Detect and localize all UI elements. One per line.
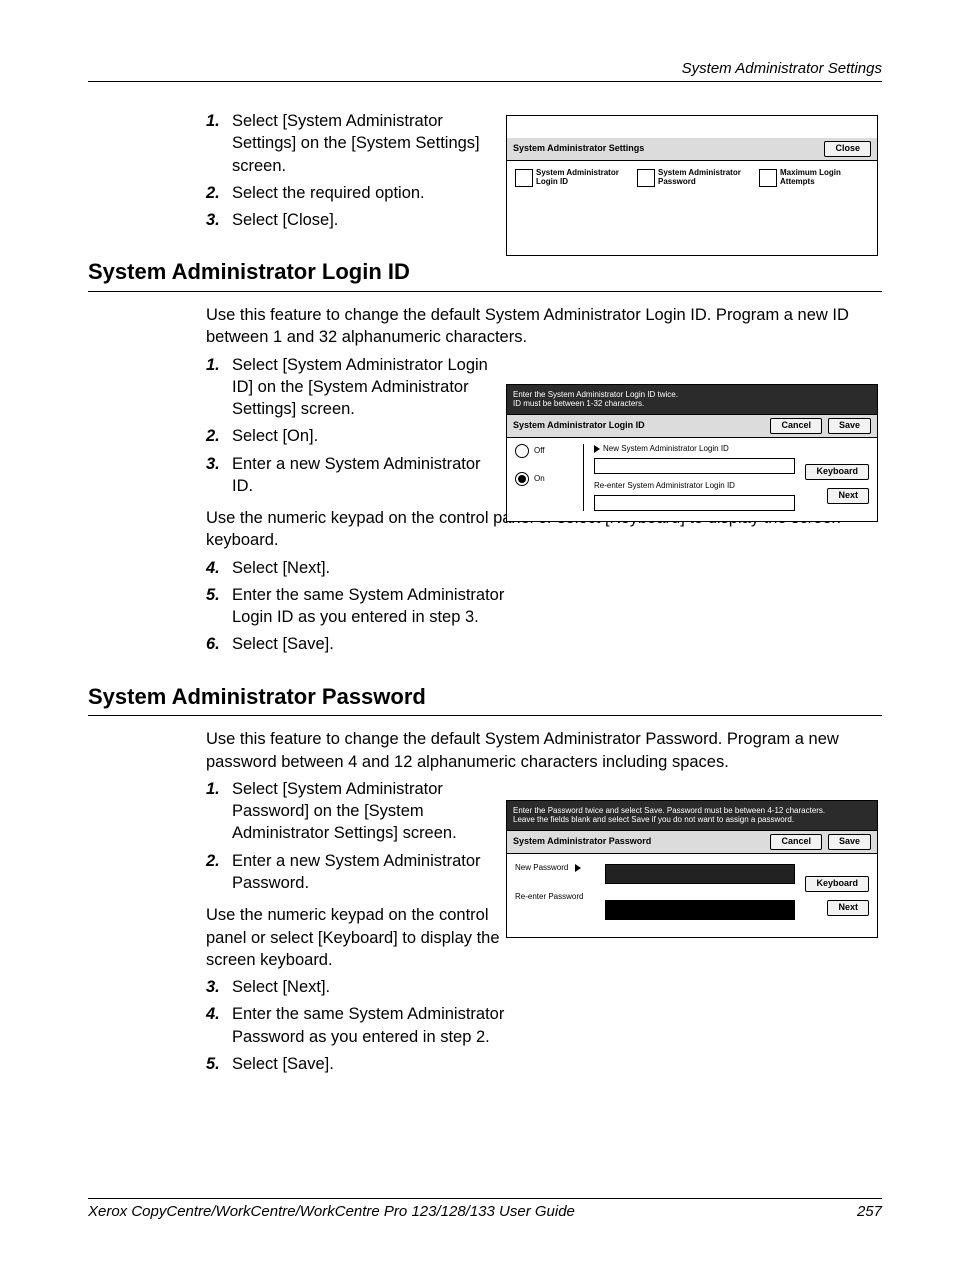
reenter-password-field[interactable] xyxy=(605,900,795,920)
step-num: 2. xyxy=(206,850,232,895)
option-label: System Administrator Login ID xyxy=(536,169,625,187)
footer-rule xyxy=(88,1198,882,1199)
close-button[interactable]: Close xyxy=(824,141,871,157)
radio-icon xyxy=(515,444,529,458)
paragraph: Use this feature to change the default S… xyxy=(206,728,882,773)
option-box-icon xyxy=(759,169,777,187)
shot-title: System Administrator Settings xyxy=(513,144,644,154)
save-button[interactable]: Save xyxy=(828,834,871,850)
new-password-field[interactable] xyxy=(605,864,795,884)
heading-rule xyxy=(88,291,882,292)
step-text: Select [Save]. xyxy=(232,633,506,655)
field-label: Re-enter System Administrator Login ID xyxy=(594,482,795,491)
paragraph: Use the numeric keypad on the control pa… xyxy=(206,904,506,971)
option-login-id[interactable]: System Administrator Login ID xyxy=(515,169,625,187)
step-num: 3. xyxy=(206,976,232,998)
step-text: Enter the same System Administrator Logi… xyxy=(232,584,506,629)
next-button[interactable]: Next xyxy=(827,488,869,504)
next-button[interactable]: Next xyxy=(827,900,869,916)
step-text: Select [Close]. xyxy=(232,209,506,231)
screenshot-login-id: Enter the System Administrator Login ID … xyxy=(506,384,878,522)
option-password[interactable]: System Administrator Password xyxy=(637,169,747,187)
heading-password: System Administrator Password xyxy=(88,682,882,712)
keyboard-button[interactable]: Keyboard xyxy=(805,464,869,480)
heading-login-id: System Administrator Login ID xyxy=(88,257,882,287)
step-num: 3. xyxy=(206,453,232,498)
radio-off[interactable]: Off xyxy=(515,444,573,458)
field-label: New Password xyxy=(515,864,595,873)
steps-block-b2: 4.Select [Next]. 5.Enter the same System… xyxy=(206,557,506,656)
step-num: 2. xyxy=(206,182,232,204)
step-num: 1. xyxy=(206,354,232,421)
step-text: Enter a new System Administrator Passwor… xyxy=(232,850,506,895)
running-header: System Administrator Settings xyxy=(88,60,882,77)
step-num: 1. xyxy=(206,110,232,177)
step-text: Enter a new System Administrator ID. xyxy=(232,453,506,498)
steps-block-a: 1.Select [System Administrator Settings]… xyxy=(206,110,506,231)
option-label: Maximum Login Attempts xyxy=(780,169,869,187)
steps-block-b: 1.Select [System Administrator Login ID]… xyxy=(206,354,506,498)
page-number: 257 xyxy=(857,1203,882,1220)
radio-icon xyxy=(515,472,529,486)
step-num: 4. xyxy=(206,1003,232,1048)
step-text: Select the required option. xyxy=(232,182,506,204)
footer-title: Xerox CopyCentre/WorkCentre/WorkCentre P… xyxy=(88,1203,575,1220)
step-num: 5. xyxy=(206,584,232,629)
header-rule xyxy=(88,81,882,82)
step-text: Select [Next]. xyxy=(232,557,506,579)
option-box-icon xyxy=(515,169,533,187)
reenter-login-id-field[interactable] xyxy=(594,495,795,511)
field-label: New System Administrator Login ID xyxy=(603,444,729,453)
cancel-button[interactable]: Cancel xyxy=(770,418,822,434)
radio-on[interactable]: On xyxy=(515,472,573,486)
steps-block-c2: 3.Select [Next]. 4.Enter the same System… xyxy=(206,976,506,1075)
step-num: 1. xyxy=(206,778,232,845)
heading-rule xyxy=(88,715,882,716)
steps-block-c: 1.Select [System Administrator Password]… xyxy=(206,778,506,894)
shot-title: System Administrator Login ID xyxy=(513,421,645,431)
step-num: 2. xyxy=(206,425,232,447)
screenshot-password: Enter the Password twice and select Save… xyxy=(506,800,878,938)
step-text: Select [System Administrator Password] o… xyxy=(232,778,506,845)
shot-title: System Administrator Password xyxy=(513,837,651,847)
step-num: 4. xyxy=(206,557,232,579)
radio-label: On xyxy=(534,475,545,484)
screenshot-settings: System Administrator Settings Close Syst… xyxy=(506,115,878,256)
new-login-id-field[interactable] xyxy=(594,458,795,474)
step-text: Select [On]. xyxy=(232,425,506,447)
step-text: Enter the same System Administrator Pass… xyxy=(232,1003,506,1048)
shot-instruction: Enter the System Administrator Login ID … xyxy=(513,390,871,399)
radio-label: Off xyxy=(534,447,545,456)
triangle-icon xyxy=(594,445,600,453)
save-button[interactable]: Save xyxy=(828,418,871,434)
step-num: 5. xyxy=(206,1053,232,1075)
shot-instruction: Enter the Password twice and select Save… xyxy=(513,806,871,815)
paragraph: Use this feature to change the default S… xyxy=(206,304,882,349)
cancel-button[interactable]: Cancel xyxy=(770,834,822,850)
step-text: Select [Next]. xyxy=(232,976,506,998)
option-label: System Administrator Password xyxy=(658,169,747,187)
step-text: Select [System Administrator Settings] o… xyxy=(232,110,506,177)
triangle-icon xyxy=(575,864,581,872)
shot-instruction: Leave the fields blank and select Save i… xyxy=(513,815,871,824)
step-text: Select [System Administrator Login ID] o… xyxy=(232,354,506,421)
field-label: Re-enter Password xyxy=(515,893,595,902)
step-text: Select [Save]. xyxy=(232,1053,506,1075)
step-num: 3. xyxy=(206,209,232,231)
option-max-attempts[interactable]: Maximum Login Attempts xyxy=(759,169,869,187)
option-box-icon xyxy=(637,169,655,187)
shot-instruction: ID must be between 1-32 characters. xyxy=(513,399,871,408)
step-num: 6. xyxy=(206,633,232,655)
keyboard-button[interactable]: Keyboard xyxy=(805,876,869,892)
